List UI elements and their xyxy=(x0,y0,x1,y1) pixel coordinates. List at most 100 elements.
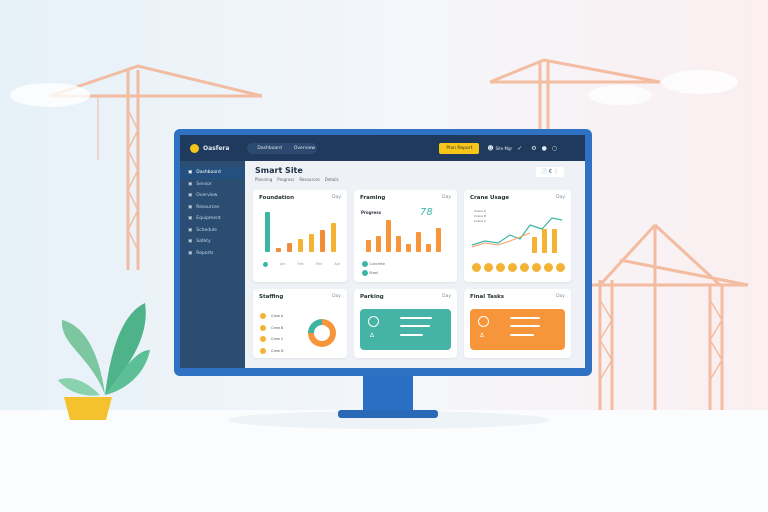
bar xyxy=(386,220,391,252)
power-icon[interactable]: ○ xyxy=(551,144,558,152)
plant-illustration xyxy=(58,303,150,420)
legend-item: Steel xyxy=(369,271,378,275)
x-axis-labels: Jan Feb Mar Apr xyxy=(263,262,340,267)
sidebar-item[interactable]: ▣ Resources xyxy=(180,202,245,214)
clouds xyxy=(10,70,738,107)
top-bar: Oasfera Dashboard Overview Plan Report ☻… xyxy=(180,135,585,161)
card-title: Parking xyxy=(360,294,384,300)
card-title: Staffing xyxy=(259,294,284,300)
card-filter[interactable]: Day xyxy=(442,294,451,299)
cyclist-icon: ∆ xyxy=(480,332,485,339)
staff-item: Crew C xyxy=(260,334,284,346)
page-title: Smart Site xyxy=(255,166,303,175)
sidebar-item-icon: ▣ xyxy=(188,170,193,176)
crane-left xyxy=(49,64,263,270)
bar xyxy=(406,244,411,252)
legend-item: Crane C xyxy=(474,219,486,223)
subtab[interactable]: Resources xyxy=(299,177,320,182)
staff-item: Crew B xyxy=(260,323,284,335)
sun-icon xyxy=(496,263,505,272)
card-parking: Parking Day ∆ xyxy=(354,289,457,358)
subtab[interactable]: Progress xyxy=(277,177,295,182)
card-filter[interactable]: Day xyxy=(556,195,565,200)
sun-icon xyxy=(556,263,565,272)
sidebar-item-label: Overview xyxy=(196,193,218,199)
x-label: Mar xyxy=(315,262,323,266)
nav-tab-overview[interactable]: Overview xyxy=(293,145,316,151)
sun-indicators xyxy=(472,263,565,272)
card-framing: Framing Day Progress 78 Concrete Steel xyxy=(354,190,457,282)
help-icon[interactable]: ● xyxy=(541,144,547,152)
sun-icon xyxy=(484,263,493,272)
bar xyxy=(376,236,381,252)
legend-item: Concrete xyxy=(369,262,385,266)
sidebar-item-label: Schedule xyxy=(196,227,217,233)
bar xyxy=(396,236,401,252)
bar xyxy=(426,244,431,252)
sun-icon xyxy=(508,263,517,272)
legend: Crane A Crane B Crane C xyxy=(474,209,486,224)
face-icon xyxy=(478,316,489,327)
logo-icon xyxy=(190,143,199,153)
card-filter[interactable]: Day xyxy=(332,294,341,299)
sidebar-item[interactable]: ▣ Reports xyxy=(180,248,245,260)
card-title: Final Tasks xyxy=(470,294,505,300)
user-icon[interactable]: ☻ xyxy=(487,144,494,152)
sidebar-item[interactable]: ▣ Safety xyxy=(180,236,245,248)
card-filter[interactable]: Day xyxy=(332,195,341,200)
bar xyxy=(366,240,371,252)
sidebar-item-label: Reports xyxy=(196,250,214,256)
cyclist-icon: ∆ xyxy=(370,332,375,339)
card-filter[interactable]: Day xyxy=(556,294,565,299)
sidebar-item-label: Sensor xyxy=(196,181,212,187)
donut-chart xyxy=(308,319,336,347)
sun-icon xyxy=(472,263,481,272)
legend-dot xyxy=(263,262,268,267)
sidebar-item[interactable]: ▣ Schedule xyxy=(180,225,245,237)
sidebar-item[interactable]: ▣ Equipment xyxy=(180,213,245,225)
sun-icon xyxy=(532,263,541,272)
x-label: Apr xyxy=(334,262,341,266)
line-chart xyxy=(471,217,563,253)
final-tasks-panel[interactable]: ∆ xyxy=(470,309,565,350)
sidebar-item[interactable]: ▣ Sensor xyxy=(180,179,245,191)
x-label: Feb xyxy=(297,262,304,266)
subtab[interactable]: Planning xyxy=(255,177,273,182)
card-crane-usage: Crane Usage Day Crane A Crane B Crane C xyxy=(464,190,571,282)
bar xyxy=(552,229,557,253)
plant-pot xyxy=(64,397,112,420)
bar-chart xyxy=(366,220,451,252)
sidebar-item[interactable]: ▣ Dashboard xyxy=(180,167,245,179)
user-label[interactable]: Site Mgr xyxy=(495,145,513,151)
sidebar-item[interactable]: ▣ Overview xyxy=(180,190,245,202)
series-line xyxy=(471,217,563,246)
sidebar-item-icon: ▣ xyxy=(188,193,193,199)
monitor-base xyxy=(338,410,438,418)
bar xyxy=(416,232,421,252)
dashboard-screen: Oasfera Dashboard Overview Plan Report ☻… xyxy=(180,135,585,368)
x-label: Jan xyxy=(280,262,286,266)
card-staffing: Staffing Day Crew A Crew B Crew C Crew D xyxy=(253,289,347,358)
sidebar: ▣ Dashboard ▣ Sensor ▣ Overview ▣ Resources ▣ Equ… xyxy=(180,161,245,368)
chevron-down-icon[interactable]: ✓ xyxy=(517,144,523,152)
bar-chart xyxy=(265,212,340,252)
parking-panel[interactable]: ∆ xyxy=(360,309,451,350)
settings-icon[interactable]: ⚙ xyxy=(531,144,537,152)
bar xyxy=(298,238,303,252)
sidebar-item-label: Equipment xyxy=(196,216,221,222)
card-foundation: Foundation Day Jan Feb Mar Apr xyxy=(253,190,347,282)
bar xyxy=(276,247,281,252)
sun-icon xyxy=(544,263,553,272)
sidebar-item-icon: ▣ xyxy=(188,250,193,256)
bar xyxy=(436,228,441,252)
card-filter[interactable]: Day xyxy=(442,195,451,200)
plan-report-button[interactable]: Plan Report xyxy=(439,142,480,154)
bar xyxy=(287,243,292,252)
subtabs: Planning Progress Resources Details xyxy=(255,177,339,182)
sidebar-item-label: Dashboard xyxy=(196,170,221,176)
bar xyxy=(532,237,537,253)
page-actions[interactable]: 📄 € ⋮ xyxy=(536,167,564,177)
nav-tab-dashboard[interactable]: Dashboard xyxy=(257,145,282,151)
subtab[interactable]: Details xyxy=(324,177,339,182)
legend-item: Crane B xyxy=(474,214,486,218)
